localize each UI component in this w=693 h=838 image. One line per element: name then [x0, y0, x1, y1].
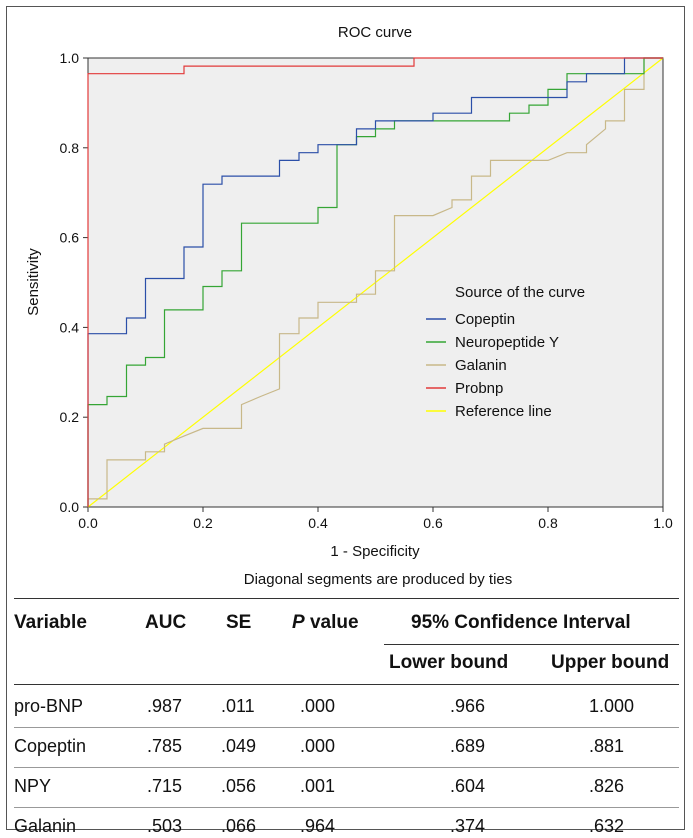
cell-variable: Copeptin [14, 736, 87, 756]
cell-p: .964 [300, 816, 336, 836]
x-tick-label: 0.8 [538, 515, 558, 531]
cell-lower: .966 [450, 696, 486, 716]
y-tick-label: 0.8 [60, 140, 80, 156]
cell-se: .049 [221, 736, 257, 756]
header-variable: Variable [14, 612, 87, 633]
legend-label: Probnp [455, 380, 503, 397]
header-p-rest: value [304, 612, 359, 633]
legend-label: Galanin [455, 357, 507, 374]
cell-variable: NPY [14, 776, 52, 796]
cell-upper: .826 [589, 776, 625, 796]
row-divider [14, 727, 679, 728]
series-line-neuropeptide-y [87, 57, 663, 507]
y-tick-label: 0.6 [60, 230, 80, 246]
x-tick-label: 0.0 [78, 515, 98, 531]
cell-p: .001 [300, 776, 336, 796]
y-tick-label: 0.4 [60, 319, 80, 335]
cell-se: .011 [221, 696, 255, 716]
series-line-probnp [87, 57, 663, 507]
cell-lower: .374 [450, 816, 486, 836]
header-se: SE [226, 612, 252, 633]
cell-p: .000 [300, 696, 336, 716]
cell-upper: .881 [589, 736, 625, 756]
cell-p: .000 [300, 736, 336, 756]
chart-footnote: Diagonal segments are produced by ties [244, 571, 513, 588]
row-divider [14, 807, 679, 808]
cell-se: .056 [221, 776, 257, 796]
legend-label: Neuropeptide Y [455, 334, 559, 351]
y-axis-label: Sensitivity [25, 248, 42, 316]
x-tick-label: 0.6 [423, 515, 443, 531]
x-tick-label: 1.0 [653, 515, 673, 531]
y-axis: 0.0 0.2 0.4 0.6 0.8 1.0 [60, 50, 88, 515]
cell-auc: .987 [147, 696, 183, 716]
ci-rule [384, 644, 679, 645]
cell-auc: .785 [147, 736, 183, 756]
cell-upper: .632 [589, 816, 625, 836]
series-layer [87, 57, 664, 508]
chart-title: ROC curve [338, 24, 412, 41]
series-line-galanin [87, 57, 663, 507]
series-line-copeptin [87, 57, 663, 507]
y-tick-label: 0.0 [60, 499, 80, 515]
cell-variable: pro-BNP [14, 696, 84, 716]
cell-upper: 1.000 [589, 696, 635, 716]
header-p-italic: P [292, 612, 305, 633]
header-lower-bound: Lower bound [389, 652, 509, 673]
header-auc: AUC [145, 612, 187, 633]
cell-auc: .715 [147, 776, 183, 796]
cell-lower: .604 [450, 776, 486, 796]
legend: Source of the curve Copeptin Neuropeptide… [426, 284, 585, 420]
x-tick-label: 0.2 [193, 515, 213, 531]
legend-label: Reference line [455, 403, 552, 420]
header-ci: 95% Confidence Interval [411, 612, 631, 633]
legend-label: Copeptin [455, 311, 515, 328]
header-bottom-rule [14, 684, 679, 685]
y-tick-label: 0.2 [60, 409, 80, 425]
x-axis-label: 1 - Specificity [330, 543, 420, 560]
x-axis: 0.0 0.2 0.4 0.6 0.8 1.0 [78, 507, 673, 531]
header-p-value: P value [292, 612, 359, 634]
table-top-rule [14, 598, 679, 599]
cell-auc: .503 [147, 816, 183, 836]
cell-lower: .689 [450, 736, 486, 756]
roc-chart: ROC curve 0.00.20.40.60.81.0 0.0 0.2 0.4 0.… [25, 24, 673, 588]
legend-title: Source of the curve [455, 284, 585, 301]
header-upper-bound: Upper bound [551, 652, 670, 673]
cell-se: .066 [221, 816, 257, 836]
x-tick-label: 0.4 [308, 515, 328, 531]
cell-variable: Galanin [14, 816, 77, 836]
y-tick-label: 1.0 [60, 50, 80, 66]
row-divider [14, 767, 679, 768]
